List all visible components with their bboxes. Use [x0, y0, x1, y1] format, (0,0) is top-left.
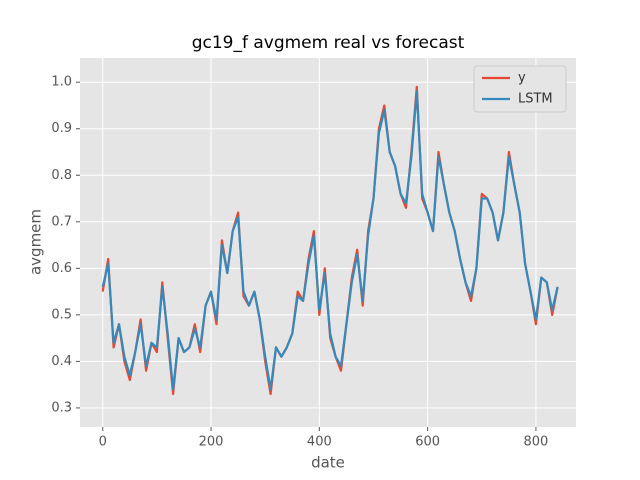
- y-tick-label: 1.0: [51, 75, 72, 90]
- x-axis-label: date: [311, 454, 345, 472]
- legend-label: LSTM: [518, 92, 553, 107]
- series-line: [101, 90, 559, 391]
- legend-label: y: [518, 71, 526, 86]
- chart-title: gc19_f avgmem real vs forecast: [192, 33, 465, 53]
- y-tick-label: 0.4: [51, 354, 72, 369]
- y-axis-label: avgmem: [27, 209, 45, 275]
- x-tick-label: 400: [307, 435, 332, 450]
- x-tick-label: 800: [524, 435, 549, 450]
- x-tick-label: 200: [199, 435, 224, 450]
- y-tick-label: 0.5: [51, 307, 72, 322]
- y-tick-label: 0.6: [51, 261, 72, 276]
- x-tick-label: 0: [99, 435, 107, 450]
- y-tick-label: 0.3: [51, 400, 72, 415]
- y-tick-label: 0.8: [51, 168, 72, 183]
- plot-area: [80, 58, 576, 427]
- y-tick-label: 0.9: [51, 121, 72, 136]
- x-tick-label: 600: [415, 435, 440, 450]
- y-tick-label: 0.7: [51, 214, 72, 229]
